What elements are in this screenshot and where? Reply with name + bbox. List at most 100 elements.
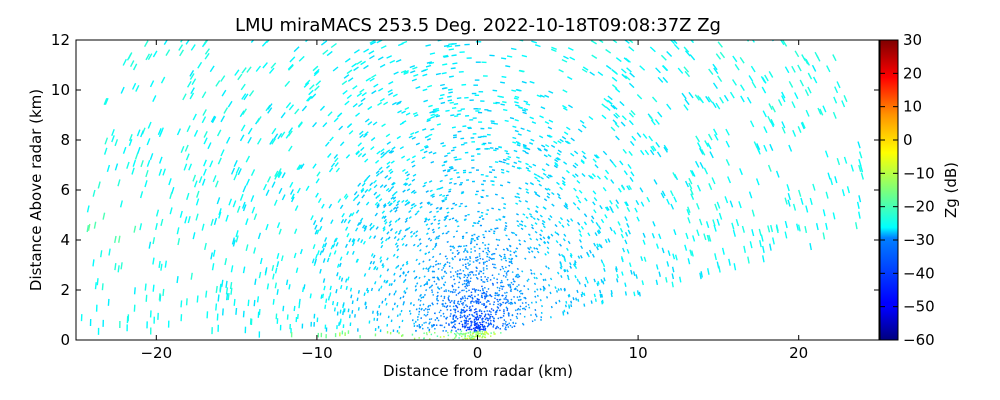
radar-gate bbox=[591, 253, 595, 258]
radar-gate bbox=[605, 64, 612, 70]
radar-gate bbox=[441, 200, 445, 203]
radar-gate bbox=[563, 258, 567, 263]
radar-gate bbox=[524, 257, 527, 260]
radar-gate bbox=[456, 220, 459, 223]
radar-gate bbox=[794, 92, 799, 100]
radar-gate bbox=[423, 283, 426, 287]
radar-gate bbox=[700, 271, 703, 278]
radar-gate bbox=[561, 180, 566, 184]
radar-gate bbox=[442, 303, 445, 306]
radar-gate bbox=[345, 154, 351, 159]
x-tick-label: 20 bbox=[789, 344, 808, 362]
radar-gate bbox=[427, 202, 431, 205]
radar-gate bbox=[529, 237, 533, 241]
radar-gate bbox=[438, 252, 442, 256]
radar-gate bbox=[114, 163, 119, 171]
radar-gate bbox=[484, 328, 487, 331]
radar-gate bbox=[505, 298, 508, 301]
radar-gate bbox=[856, 201, 860, 209]
radar-gate bbox=[378, 166, 383, 171]
radar-gate bbox=[108, 248, 111, 256]
radar-gate bbox=[405, 260, 409, 264]
radar-gate bbox=[92, 189, 96, 197]
radar-gate bbox=[523, 108, 529, 111]
radar-gate bbox=[104, 137, 109, 145]
radar-gate bbox=[424, 218, 428, 221]
radar-gate bbox=[600, 278, 603, 283]
radar-gate bbox=[233, 173, 238, 181]
radar-gate bbox=[306, 95, 312, 102]
radar-gate bbox=[531, 121, 537, 125]
radar-gate bbox=[195, 198, 200, 206]
radar-gate bbox=[546, 296, 549, 299]
radar-gate bbox=[443, 218, 447, 221]
radar-gate bbox=[448, 299, 451, 302]
radar-gate bbox=[162, 168, 166, 176]
radar-gate bbox=[149, 153, 154, 161]
radar-gate bbox=[423, 275, 426, 278]
radar-gate bbox=[402, 271, 406, 275]
radar-gate bbox=[762, 110, 767, 118]
radar-gate bbox=[508, 257, 511, 260]
radar-gate bbox=[449, 315, 452, 318]
radar-gate bbox=[273, 133, 279, 140]
radar-gate bbox=[639, 187, 644, 193]
radar-gate bbox=[843, 95, 848, 103]
radar-gate bbox=[448, 190, 452, 193]
radar-gate bbox=[612, 69, 619, 75]
radar-gate bbox=[822, 105, 827, 113]
radar-gate bbox=[425, 44, 431, 47]
radar-gate bbox=[626, 67, 632, 73]
radar-gate bbox=[313, 68, 320, 75]
radar-gate bbox=[391, 307, 394, 311]
radar-gate bbox=[671, 266, 675, 273]
radar-gate bbox=[380, 237, 384, 241]
radar-gate bbox=[430, 113, 435, 117]
radar-gate bbox=[621, 115, 627, 121]
radar-gate bbox=[452, 318, 455, 321]
radar-gate bbox=[446, 308, 449, 311]
radar-gate bbox=[245, 155, 251, 163]
radar-gate bbox=[516, 167, 521, 170]
radar-gate bbox=[454, 311, 457, 314]
radar-gate bbox=[357, 182, 362, 187]
radar-gate bbox=[580, 160, 585, 165]
radar-gate bbox=[435, 72, 441, 76]
radar-gate bbox=[276, 261, 280, 268]
radar-gate bbox=[491, 274, 494, 277]
radar-gate bbox=[510, 288, 513, 291]
radar-gate bbox=[493, 230, 496, 233]
radar-gate bbox=[669, 190, 674, 197]
radar-gate bbox=[322, 258, 326, 263]
radar-gate bbox=[535, 238, 539, 242]
radar-gate bbox=[447, 88, 453, 91]
radar-gate bbox=[503, 270, 506, 273]
radar-gate bbox=[334, 157, 339, 163]
radar-gate bbox=[493, 176, 497, 179]
radar-gate bbox=[538, 183, 542, 187]
radar-gate bbox=[414, 130, 419, 134]
radar-gate bbox=[382, 203, 387, 207]
radar-gate bbox=[503, 312, 506, 315]
radar-gate bbox=[801, 121, 806, 129]
radar-gate bbox=[152, 237, 156, 245]
radar-gate bbox=[536, 217, 540, 221]
radar-gate bbox=[348, 130, 354, 135]
radar-gate bbox=[185, 298, 188, 306]
radar-gate bbox=[396, 101, 402, 106]
radar-gate bbox=[505, 301, 508, 304]
radar-gate bbox=[510, 290, 513, 293]
radar-gate bbox=[357, 222, 361, 227]
radar-gate bbox=[404, 291, 407, 295]
radar-gate bbox=[459, 258, 462, 261]
radar-gate bbox=[448, 261, 451, 265]
chart-title: LMU miraMACS 253.5 Deg. 2022-10-18T09:08… bbox=[235, 15, 721, 36]
radar-gate bbox=[387, 188, 392, 193]
radar-gate bbox=[441, 232, 445, 235]
radar-gate bbox=[404, 243, 408, 247]
radar-gate bbox=[499, 316, 502, 319]
radar-gate bbox=[144, 283, 147, 291]
radar-gate bbox=[428, 104, 433, 108]
radar-gate bbox=[649, 46, 656, 53]
radar-gate bbox=[805, 58, 811, 66]
